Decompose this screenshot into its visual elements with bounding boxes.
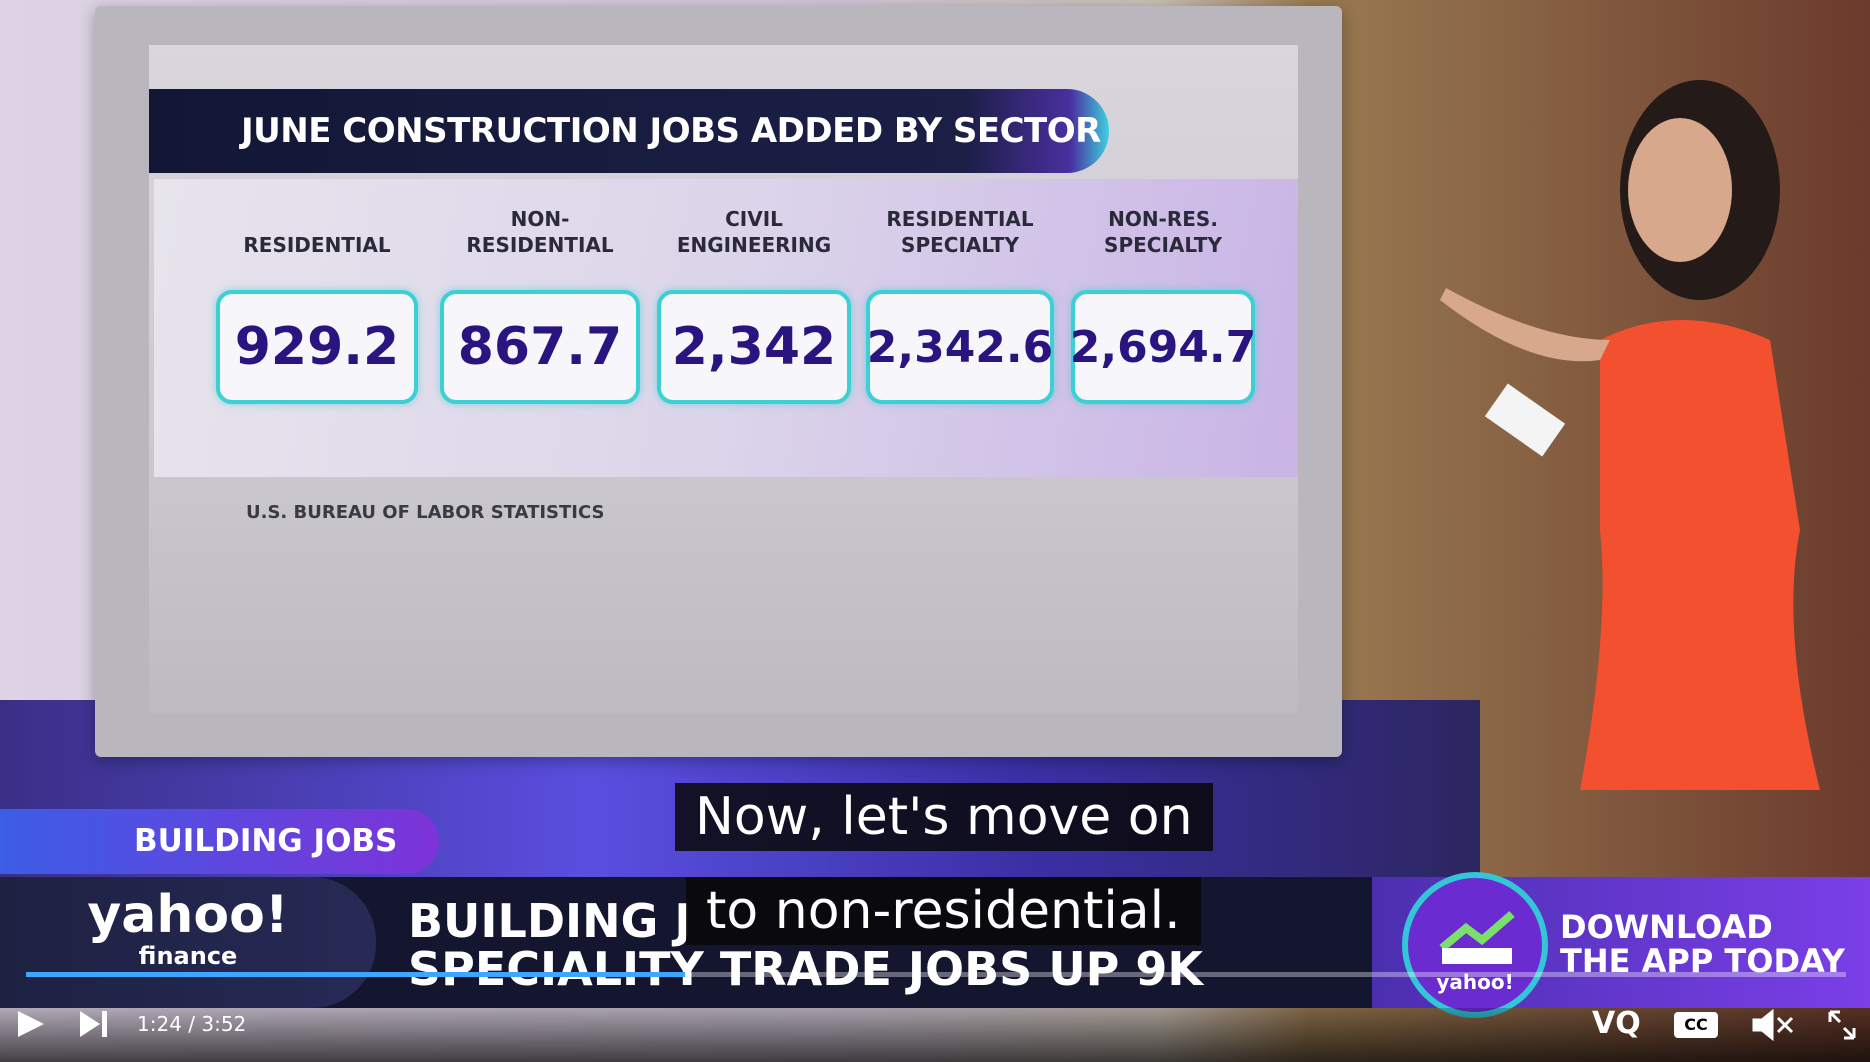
promo-line: THE APP TODAY [1560,942,1845,980]
presenter [1440,80,1820,790]
brand-name: yahoo! [87,885,289,945]
sector-label: RESIDENTIAL [466,233,614,257]
sector-label: RESIDENTIAL [886,207,1034,231]
cc-button[interactable]: CC [1674,1012,1718,1038]
promo-logo: yahoo! [1402,872,1548,1018]
playback-buttons [18,1011,107,1037]
play-button[interactable] [18,1011,44,1037]
caption-line: Now, let's move on [675,783,1213,851]
sector-label: ENGINEERING [676,233,832,257]
sector-label: NON- [510,207,570,231]
progress-track[interactable] [26,972,1846,977]
mute-button[interactable] [1752,1008,1794,1042]
headline-line: SPECIALITY TRADE JOBS UP 9K [408,942,1204,996]
promo-icon [1439,910,1515,964]
sector-value: 2,342.6 [866,290,1054,404]
progress-played [26,972,685,977]
sector-value: 867.7 [440,290,640,404]
right-buttons [1752,1008,1856,1042]
sector-value: 2,694.7 [1070,290,1256,404]
brand-logo: yahoo! finance [0,877,376,1008]
player-controls [0,1008,1870,1062]
sector-value: 929.2 [216,290,418,404]
promo-line: DOWNLOAD [1560,908,1773,946]
fullscreen-button[interactable] [1828,1010,1856,1040]
segment-tag: BUILDING JOBS [0,809,439,874]
sector-label: CIVIL [725,207,783,231]
promo-logo-text: yahoo! [1436,970,1514,994]
time-display: 1:24 / 3:52 [137,1012,247,1036]
sector-label: SPECIALTY [901,233,1019,257]
sector-label: RESIDENTIAL [243,233,391,257]
graphic-title: JUNE CONSTRUCTION JOBS ADDED BY SECTOR [149,89,1109,173]
headline-line: BUILDING J [408,894,692,948]
sector-label: NON-RES. [1108,207,1218,231]
sector-label: SPECIALTY [1104,233,1222,257]
graphic-source: U.S. BUREAU OF LABOR STATISTICS [246,502,605,523]
brand-sub: finance [138,942,238,970]
sector-value: 2,342 [657,290,851,404]
next-button[interactable] [80,1011,107,1037]
caption-line: to non-residential. [686,877,1201,945]
quality-button[interactable]: VQ [1592,1006,1641,1041]
